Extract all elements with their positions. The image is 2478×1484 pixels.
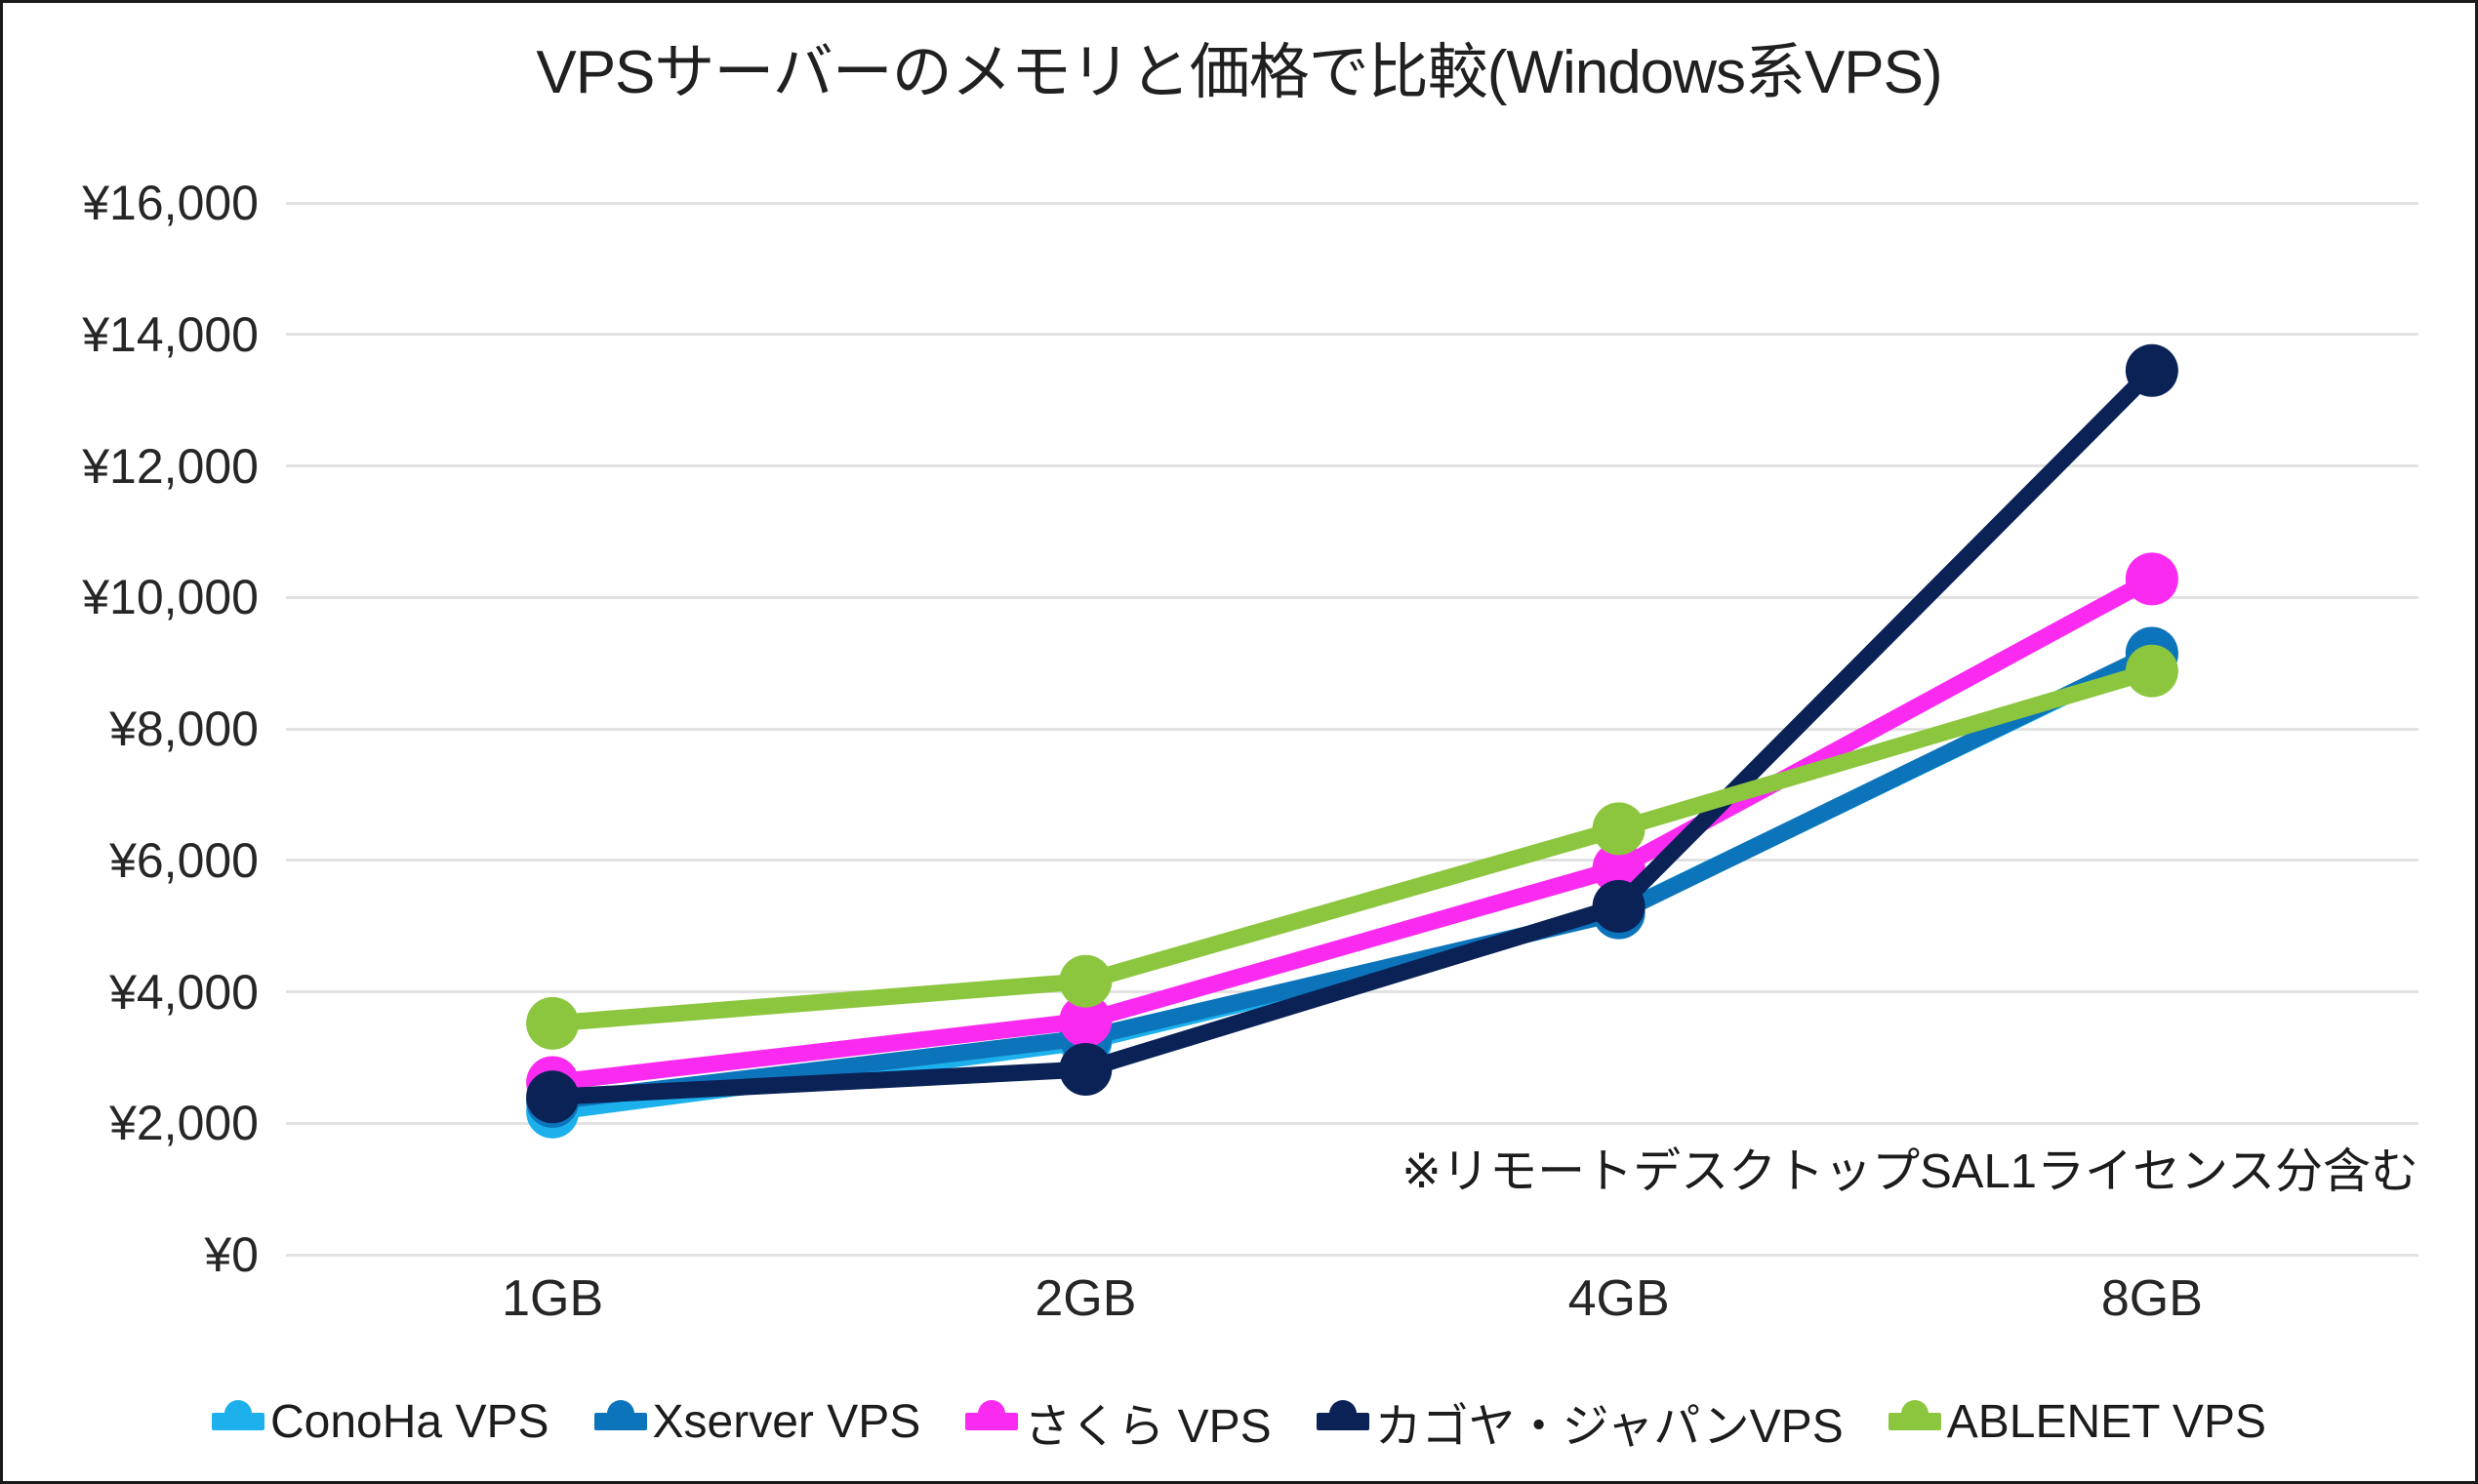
legend-label: ConoHa VPS bbox=[270, 1395, 549, 1448]
y-axis-tick-label: ¥6,000 bbox=[109, 832, 259, 888]
gridline bbox=[286, 1121, 2418, 1125]
x-axis-tick-label: 4GB bbox=[1567, 1270, 1670, 1327]
series-layer bbox=[526, 343, 2178, 1139]
legend-label: カゴヤ・ジャパンVPS bbox=[1374, 1401, 1844, 1453]
data-point bbox=[1059, 1043, 1113, 1097]
y-axis-tick-label: ¥2,000 bbox=[109, 1096, 259, 1151]
series-3 bbox=[526, 552, 2178, 1109]
y-axis-tick-label: ¥0 bbox=[204, 1227, 259, 1282]
plot-area bbox=[286, 201, 2418, 1257]
legend-label: さくら VPS bbox=[1024, 1401, 1272, 1453]
gridline bbox=[286, 859, 2418, 862]
legend-marker-icon bbox=[1316, 1395, 1369, 1448]
x-axis-tick-label: 8GB bbox=[2100, 1270, 2203, 1327]
data-point bbox=[2125, 552, 2178, 606]
gridline bbox=[286, 595, 2418, 599]
chart-legend: ConoHa VPS Xserver VPS さくら VPS カゴヤ・ジャパンVPS A… bbox=[3, 1387, 2475, 1456]
gridline bbox=[286, 333, 2418, 337]
legend-marker-icon bbox=[593, 1395, 647, 1448]
series-5 bbox=[526, 644, 2178, 1050]
x-axis-tick-label: 1GB bbox=[502, 1270, 604, 1327]
x-axis-tick-label: 2GB bbox=[1035, 1270, 1137, 1327]
y-axis-tick-label: ¥8,000 bbox=[109, 702, 259, 756]
legend-item-4[interactable]: カゴヤ・ジャパンVPS bbox=[1316, 1387, 1844, 1456]
legend-marker-icon bbox=[212, 1395, 264, 1448]
y-axis-labels: ¥16,000 ¥14,000 ¥12,000 ¥10,000 ¥8,000 ¥6,000… bbox=[3, 3, 259, 1481]
data-point bbox=[526, 1070, 580, 1124]
page-title: VPSサーバーのメモリと価格で比較(Windows系VPS) bbox=[536, 39, 1942, 106]
series-line bbox=[544, 362, 2161, 1105]
legend-label: Xserver VPS bbox=[652, 1395, 921, 1448]
y-axis-tick-label: ¥10,000 bbox=[82, 570, 259, 625]
data-point bbox=[1059, 954, 1113, 1008]
legend-item-3[interactable]: さくら VPS bbox=[965, 1387, 1272, 1456]
series-line bbox=[544, 646, 2161, 1121]
data-point bbox=[2125, 343, 2178, 397]
y-axis-tick-label: ¥14,000 bbox=[82, 306, 259, 362]
y-axis-tick-label: ¥12,000 bbox=[82, 438, 259, 494]
x-axis-labels: 1GB 2GB 4GB 8GB bbox=[286, 1269, 2418, 1338]
legend-marker-icon bbox=[1888, 1395, 1941, 1448]
chart-annotation: ※リモートデスクトップSAL1ライセンス分含む bbox=[1401, 1145, 2418, 1198]
legend-label: ABLENET VPS bbox=[1946, 1395, 2266, 1448]
series-4 bbox=[526, 343, 2178, 1124]
series-line bbox=[544, 645, 2161, 1110]
data-point bbox=[526, 996, 580, 1050]
series-line bbox=[544, 662, 2161, 1032]
data-point bbox=[1059, 994, 1113, 1048]
legend-item-1[interactable]: ConoHa VPS bbox=[212, 1395, 549, 1449]
gridline bbox=[286, 464, 2418, 467]
gridline bbox=[286, 201, 2418, 205]
y-axis-tick-label: ¥16,000 bbox=[82, 176, 259, 230]
data-point bbox=[1592, 802, 1645, 856]
legend-marker-icon bbox=[965, 1395, 1019, 1448]
data-point bbox=[2125, 644, 2178, 698]
series-line bbox=[544, 570, 2161, 1091]
data-point bbox=[1592, 879, 1645, 933]
gridline bbox=[286, 1253, 2418, 1257]
legend-item-2[interactable]: Xserver VPS bbox=[593, 1395, 921, 1449]
legend-item-5[interactable]: ABLENET VPS bbox=[1888, 1395, 2266, 1449]
gridline bbox=[286, 727, 2418, 731]
y-axis-tick-label: ¥4,000 bbox=[109, 964, 259, 1020]
